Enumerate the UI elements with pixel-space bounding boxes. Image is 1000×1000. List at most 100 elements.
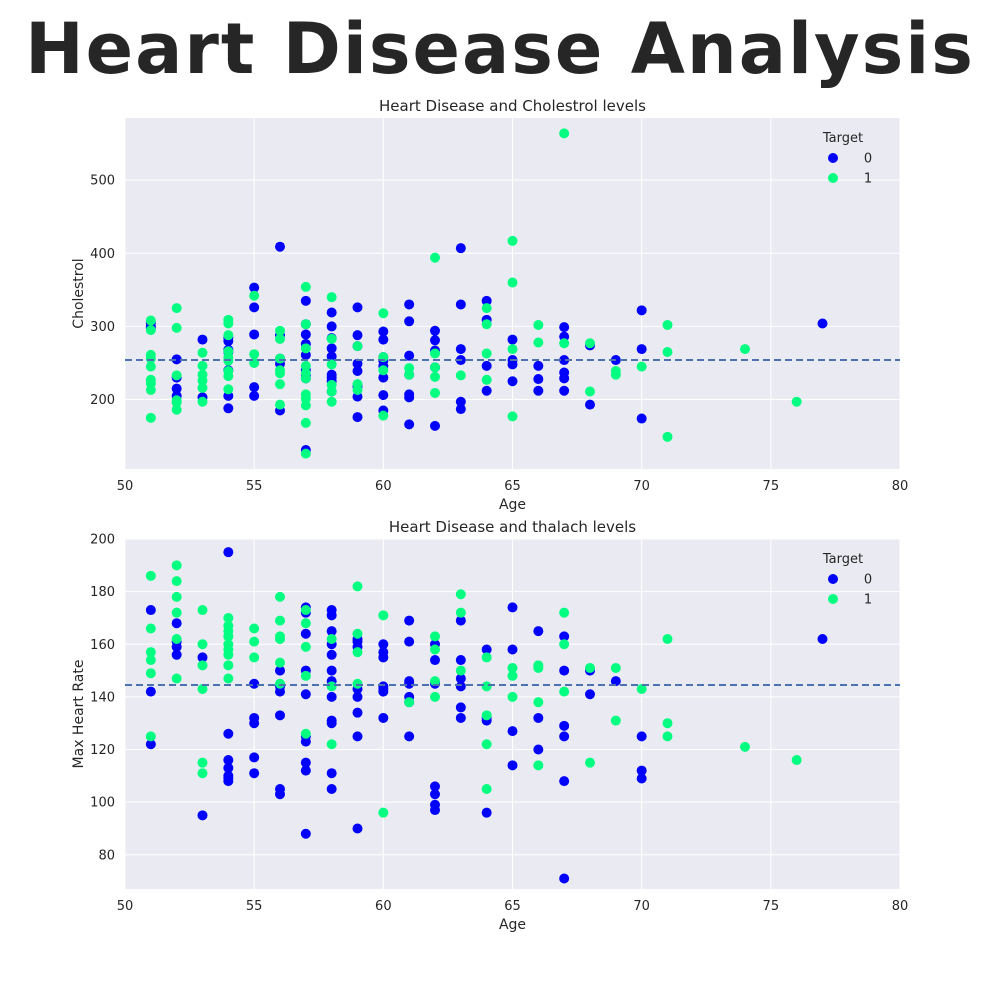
scatter-point (533, 374, 544, 385)
scatter-point (430, 371, 440, 382)
scatter-point (145, 353, 156, 364)
scatter-point (559, 355, 570, 366)
scatter-point (249, 623, 260, 634)
scatter-point (197, 660, 208, 671)
scatter-point (249, 390, 260, 401)
scatter-point (145, 570, 156, 581)
scatter-point (300, 765, 311, 776)
scatter-point (455, 665, 466, 676)
scatter-point (430, 348, 440, 359)
scatter-point (507, 602, 518, 613)
x-tick-label: 80 (892, 899, 909, 914)
scatter-point (171, 591, 182, 602)
scatter-point (404, 299, 415, 310)
scatter-point (223, 755, 234, 766)
scatter-point (145, 325, 156, 336)
scatter-point (171, 634, 182, 644)
scatter-point (378, 807, 389, 818)
scatter-point (378, 652, 389, 663)
scatter-point (430, 335, 440, 346)
scatter-point (481, 319, 492, 330)
x-tick-label: 70 (633, 479, 650, 494)
scatter-point (197, 684, 208, 694)
x-axis-label: Age (499, 917, 526, 933)
scatter-point (481, 348, 492, 359)
scatter-point (300, 400, 311, 411)
chart-title: Heart Disease and thalach levels (389, 518, 636, 536)
scatter-point (300, 641, 311, 652)
scatter-point (223, 612, 234, 623)
scatter-point (275, 353, 285, 364)
scatter-point (145, 605, 156, 616)
chart-title: Heart Disease and Cholestrol levels (379, 97, 646, 115)
scatter-point (275, 325, 285, 336)
scatter-point (145, 739, 156, 750)
scatter-point (326, 626, 337, 637)
scatter-point (533, 697, 544, 708)
scatter-point (171, 641, 182, 652)
scatter-point (662, 731, 673, 742)
scatter-point (197, 347, 208, 358)
scatter-point (533, 337, 544, 348)
scatter-point (352, 581, 363, 592)
scatter-point (507, 344, 518, 355)
y-tick-label: 300 (90, 320, 115, 335)
scatter-point (481, 303, 492, 314)
scatter-point (791, 755, 802, 766)
scatter-point (171, 673, 182, 684)
scatter-point (610, 369, 621, 380)
scatter-point (430, 655, 440, 666)
scatter-point (585, 689, 595, 700)
scatter-point (430, 789, 440, 800)
scatter-point (559, 776, 570, 787)
scatter-point (326, 343, 337, 354)
legend-title: Target (822, 552, 863, 567)
scatter-point (223, 384, 234, 395)
scatter-point (300, 281, 311, 292)
scatter-point (275, 615, 285, 626)
scatter-point (455, 673, 466, 684)
scatter-point (275, 678, 285, 689)
scatter-point (249, 752, 260, 763)
scatter-point (223, 673, 234, 684)
scatter-point (404, 350, 415, 361)
scatter-point (585, 338, 595, 349)
scatter-point (223, 776, 234, 787)
scatter-point (378, 639, 389, 650)
scatter-point (275, 789, 285, 800)
scatter-point (352, 358, 363, 369)
scatter-point (145, 412, 156, 423)
scatter-point (352, 647, 363, 658)
scatter-point (791, 396, 802, 407)
legend-label: 0 (864, 573, 872, 588)
scatter-point (275, 333, 285, 344)
x-tick-label: 55 (246, 479, 263, 494)
scatter-point (585, 399, 595, 410)
scatter-point (197, 757, 208, 768)
scatter-point (610, 676, 621, 687)
scatter-point (455, 615, 466, 626)
scatter-point (378, 365, 389, 376)
scatter-point (171, 303, 182, 314)
scatter-point (300, 360, 311, 371)
scatter-point (559, 720, 570, 731)
scatter-point (507, 235, 518, 246)
scatter-point (585, 386, 595, 397)
scatter-point (404, 697, 415, 708)
scatter-point (223, 330, 234, 341)
scatter-point (249, 678, 260, 689)
legend-title: Target (822, 131, 863, 146)
scatter-point (197, 334, 208, 345)
scatter-point (507, 359, 518, 370)
x-tick-label: 70 (633, 899, 650, 914)
scatter-point (507, 334, 518, 345)
scatter-point (740, 741, 750, 752)
y-tick-label: 80 (98, 848, 115, 863)
scatter-point (636, 361, 647, 372)
scatter-point (223, 660, 234, 671)
scatter-point (326, 768, 337, 779)
scatter-point (533, 385, 544, 396)
scatter-point (378, 686, 389, 697)
scatter-point (300, 448, 311, 459)
scatter-point (430, 362, 440, 373)
